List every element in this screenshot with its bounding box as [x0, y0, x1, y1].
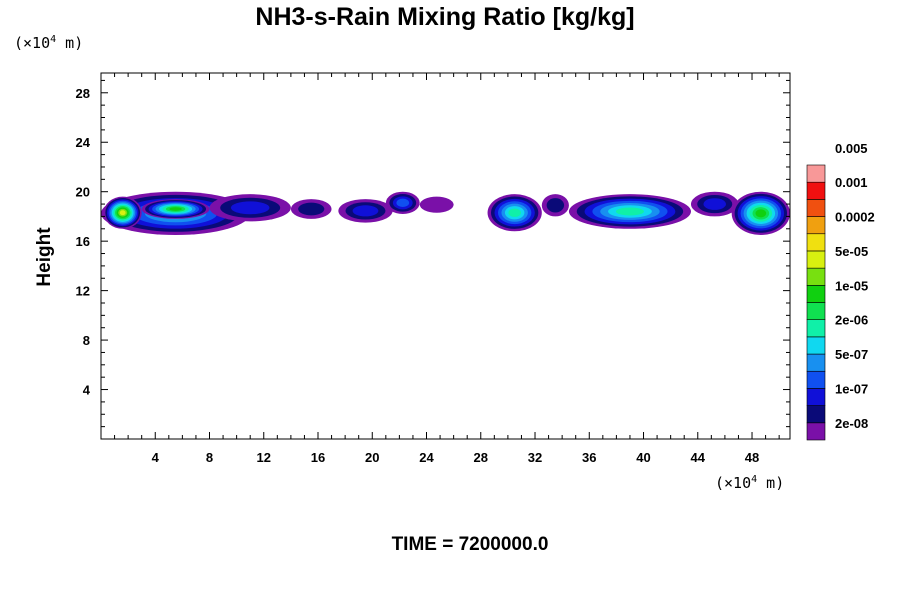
y-axis: 4 8 12 16 20 24 28	[76, 79, 790, 428]
colorbar-swatch	[806, 233, 826, 252]
colorbar-swatch	[806, 302, 826, 320]
x-tick-label: 32	[528, 450, 542, 465]
rain-cell-12	[690, 191, 739, 217]
colorbar-swatch	[806, 250, 826, 269]
x-tick-label: 12	[257, 450, 271, 465]
y-tick-label: 28	[76, 86, 90, 101]
y-axis-label: Height	[34, 227, 55, 287]
x-tick-label: 20	[365, 450, 379, 465]
rain-cell-contour	[396, 198, 410, 208]
rain-cell-contour	[169, 207, 182, 211]
colorbar-label: 1e-05	[835, 278, 868, 293]
colorbar-label: 2e-08	[835, 416, 868, 431]
rain-cell-contour	[703, 198, 726, 210]
colorbar-swatch	[806, 405, 826, 424]
colorbar-swatch	[806, 388, 826, 406]
x-tick-label: 16	[311, 450, 325, 465]
plot-frame	[100, 72, 791, 440]
x-tick-label: 44	[691, 450, 706, 465]
colorbar-swatch	[806, 370, 826, 389]
x-tick-label: 48	[745, 450, 759, 465]
y-tick-label: 20	[76, 185, 90, 200]
colorbar-label: 2e-06	[835, 313, 868, 328]
colorbar-swatch	[806, 353, 826, 372]
x-tick-label: 36	[582, 450, 596, 465]
colorbar-swatch	[806, 164, 826, 183]
x-tick-label: 40	[636, 450, 650, 465]
x-axis-unit: (×104 m)	[715, 474, 784, 492]
x-axis: 4 8 12 16 20 24 28 32 36 40 44 48	[114, 73, 780, 465]
rain-cell-8	[419, 196, 454, 213]
colorbar-swatch	[806, 422, 826, 441]
y-tick-label: 24	[76, 135, 91, 150]
colorbar-swatch	[806, 181, 826, 200]
colorbar-label: 0.001	[835, 175, 868, 190]
rain-cell-contour	[755, 209, 767, 218]
colorbar-swatch	[806, 319, 826, 338]
x-tick-label: 24	[419, 450, 434, 465]
colorbar-label: 5e-07	[835, 347, 868, 362]
colorbar-label: 5e-05	[835, 244, 868, 259]
colorbar-swatch	[806, 216, 826, 235]
colorbar: 2e-08 1e-07 5e-07 2e-06 1e-05 5e-05 0.0002 0.00…	[806, 141, 875, 441]
rain-cell-7	[385, 191, 420, 214]
rain-cell-5	[290, 199, 332, 219]
rain-cell-contour	[230, 201, 270, 215]
colorbar-label: 1e-07	[835, 381, 868, 396]
rain-cell-contour	[352, 205, 379, 217]
y-tick-label: 16	[76, 234, 90, 249]
colorbar-swatch	[806, 199, 826, 217]
time-label: TIME = 7200000.0	[392, 534, 549, 555]
rain-cell-10	[541, 194, 569, 217]
plot-field	[100, 191, 790, 235]
x-tick-label: 4	[152, 450, 160, 465]
rain-cell-contour	[119, 210, 126, 216]
rain-cell-contour	[546, 198, 565, 213]
y-tick-label: 12	[76, 284, 90, 299]
chart-title: NH3-s-Rain Mixing Ratio [kg/kg]	[255, 3, 634, 31]
rain-cell-contour	[419, 196, 454, 213]
y-axis-unit: (×104 m)	[14, 34, 83, 52]
rain-cell-contour	[298, 202, 325, 216]
rain-cell-13	[731, 191, 790, 235]
y-tick-label: 4	[83, 383, 91, 398]
rain-cell-contour	[508, 208, 521, 218]
colorbar-label: 0.0002	[835, 210, 875, 225]
x-tick-label: 8	[206, 450, 213, 465]
rain-cell-6	[338, 199, 393, 223]
colorbar-swatch	[806, 285, 826, 303]
y-tick-label: 8	[83, 333, 90, 348]
rain-cell-contour	[615, 207, 645, 216]
rain-cell-4	[209, 194, 291, 222]
x-tick-label: 28	[474, 450, 488, 465]
rain-cell-3	[141, 199, 210, 219]
colorbar-swatch	[806, 267, 826, 286]
colorbar-label: 0.005	[835, 141, 868, 156]
rain-cell-2	[103, 196, 142, 229]
colorbar-swatch	[806, 336, 826, 355]
rain-cell-11	[568, 194, 691, 229]
rain-cell-9	[487, 194, 542, 232]
